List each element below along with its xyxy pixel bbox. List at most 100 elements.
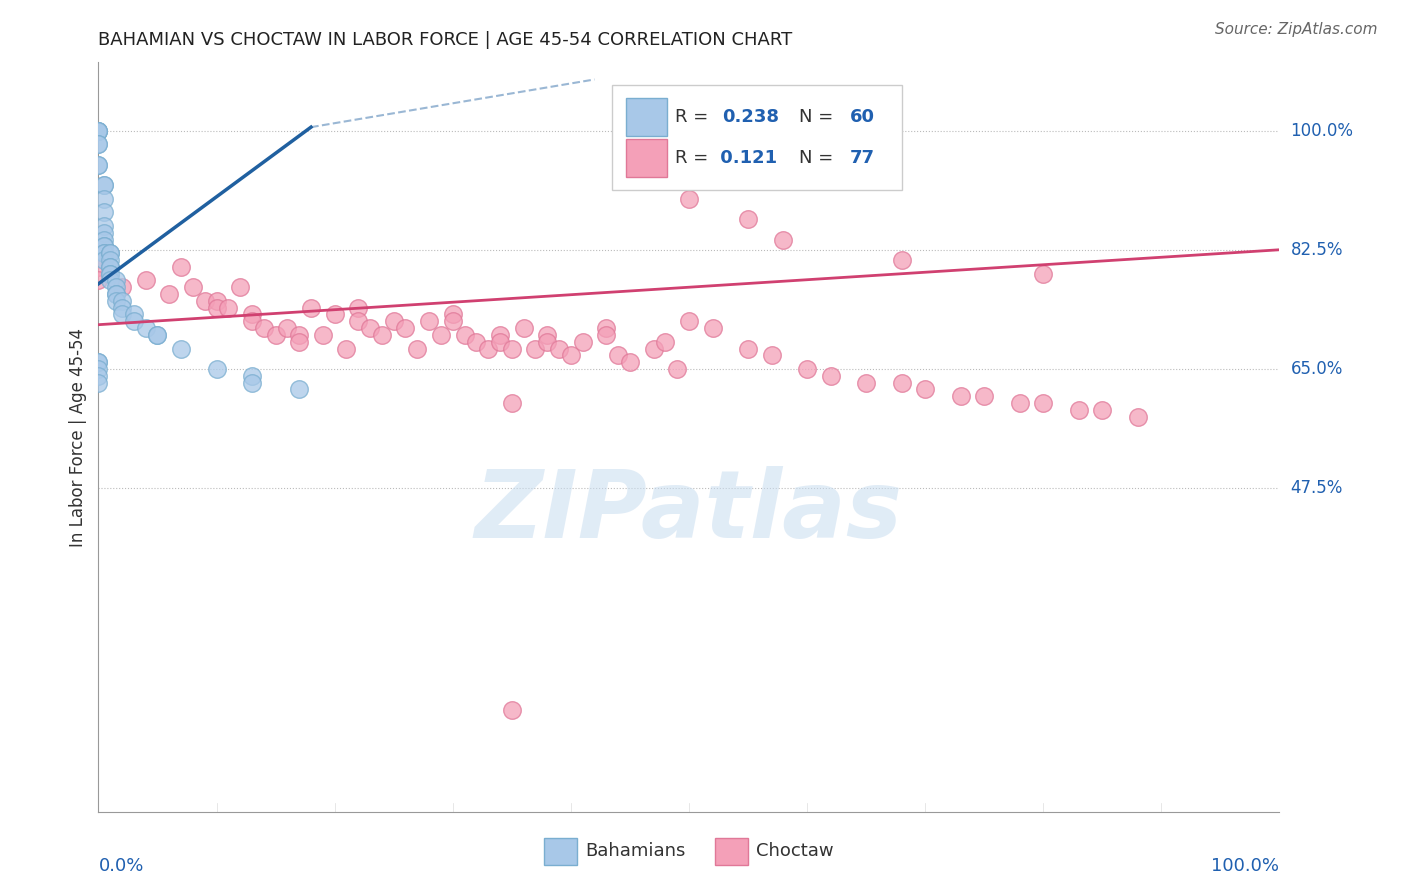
Point bbox=[105, 293, 128, 308]
Point bbox=[93, 226, 115, 240]
Point bbox=[643, 342, 665, 356]
Point bbox=[820, 368, 842, 383]
Text: Bahamians: Bahamians bbox=[585, 842, 685, 861]
Point bbox=[229, 280, 252, 294]
Point bbox=[465, 334, 488, 349]
Point bbox=[93, 246, 115, 260]
Point bbox=[98, 260, 121, 274]
Point bbox=[93, 219, 115, 233]
Point bbox=[205, 293, 228, 308]
Point bbox=[359, 321, 381, 335]
Point bbox=[737, 342, 759, 356]
Point bbox=[93, 178, 115, 192]
Point bbox=[607, 348, 630, 362]
Point bbox=[87, 355, 110, 369]
Point bbox=[678, 123, 700, 137]
Point bbox=[87, 123, 110, 137]
Text: 0.0%: 0.0% bbox=[98, 856, 143, 875]
Point bbox=[276, 321, 298, 335]
Point bbox=[87, 123, 110, 137]
Point bbox=[772, 233, 794, 247]
Point bbox=[536, 327, 558, 342]
Point bbox=[477, 342, 499, 356]
Point bbox=[501, 342, 523, 356]
FancyBboxPatch shape bbox=[626, 139, 666, 178]
Point bbox=[98, 267, 121, 281]
Text: R =: R = bbox=[675, 149, 714, 168]
Point bbox=[253, 321, 276, 335]
Point bbox=[441, 308, 464, 322]
Point bbox=[87, 158, 110, 172]
Point bbox=[93, 205, 115, 219]
Point bbox=[323, 308, 346, 322]
Point bbox=[87, 137, 110, 152]
Point bbox=[87, 158, 110, 172]
Point bbox=[170, 342, 193, 356]
Point bbox=[678, 192, 700, 206]
Point bbox=[571, 334, 593, 349]
Text: N =: N = bbox=[799, 108, 839, 126]
Point bbox=[702, 123, 724, 137]
Point bbox=[288, 383, 311, 397]
Point bbox=[761, 348, 783, 362]
Point bbox=[122, 308, 145, 322]
Point bbox=[98, 246, 121, 260]
Point bbox=[105, 287, 128, 301]
Point bbox=[181, 280, 204, 294]
Point bbox=[654, 334, 676, 349]
Point bbox=[135, 273, 157, 287]
Point bbox=[394, 321, 416, 335]
Point bbox=[1032, 267, 1054, 281]
Point bbox=[111, 301, 134, 315]
Point bbox=[288, 327, 311, 342]
Text: 77: 77 bbox=[849, 149, 875, 168]
Point bbox=[855, 376, 877, 390]
Point bbox=[890, 252, 912, 267]
Point bbox=[93, 239, 115, 253]
Point bbox=[430, 327, 453, 342]
Point bbox=[595, 327, 617, 342]
Point bbox=[702, 123, 724, 137]
Point bbox=[240, 376, 263, 390]
Text: 100.0%: 100.0% bbox=[1291, 121, 1354, 139]
Text: 65.0%: 65.0% bbox=[1291, 360, 1343, 378]
Text: 100.0%: 100.0% bbox=[1212, 856, 1279, 875]
Point bbox=[501, 396, 523, 410]
Point bbox=[737, 212, 759, 227]
Point bbox=[489, 327, 512, 342]
Point bbox=[87, 123, 110, 137]
Text: 82.5%: 82.5% bbox=[1291, 241, 1343, 259]
Text: ZIPatlas: ZIPatlas bbox=[475, 466, 903, 558]
Point bbox=[240, 308, 263, 322]
Point bbox=[240, 368, 263, 383]
Point bbox=[98, 246, 121, 260]
Point bbox=[489, 334, 512, 349]
Point bbox=[441, 314, 464, 328]
Point bbox=[87, 273, 110, 287]
Point bbox=[1091, 402, 1114, 417]
Point bbox=[406, 342, 429, 356]
Point bbox=[725, 123, 748, 137]
Point bbox=[595, 321, 617, 335]
Point bbox=[98, 252, 121, 267]
Point bbox=[105, 287, 128, 301]
Text: 0.238: 0.238 bbox=[723, 108, 779, 126]
Point bbox=[135, 321, 157, 335]
Point bbox=[796, 362, 818, 376]
Point bbox=[949, 389, 972, 403]
Y-axis label: In Labor Force | Age 45-54: In Labor Force | Age 45-54 bbox=[69, 327, 87, 547]
Point bbox=[111, 293, 134, 308]
Point bbox=[87, 137, 110, 152]
Text: N =: N = bbox=[799, 149, 839, 168]
Point bbox=[678, 123, 700, 137]
FancyBboxPatch shape bbox=[612, 85, 901, 190]
Point bbox=[122, 314, 145, 328]
Point bbox=[619, 355, 641, 369]
Point bbox=[93, 192, 115, 206]
Point bbox=[666, 362, 689, 376]
Text: 47.5%: 47.5% bbox=[1291, 479, 1343, 497]
Point bbox=[205, 362, 228, 376]
Text: BAHAMIAN VS CHOCTAW IN LABOR FORCE | AGE 45-54 CORRELATION CHART: BAHAMIAN VS CHOCTAW IN LABOR FORCE | AGE… bbox=[98, 31, 793, 49]
Point bbox=[312, 327, 335, 342]
FancyBboxPatch shape bbox=[714, 838, 748, 865]
